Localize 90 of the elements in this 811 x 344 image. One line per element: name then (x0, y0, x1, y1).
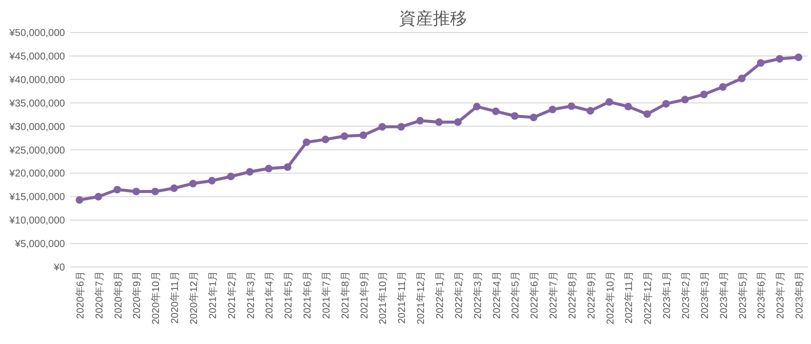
y-tick-label: ¥45,000,000 (8, 51, 66, 62)
point (435, 118, 443, 126)
point (208, 176, 216, 185)
point (170, 184, 178, 192)
x-tick-label: 2022年4月 (490, 271, 503, 319)
point (360, 131, 368, 140)
x-tick-label: 2020年6月 (74, 271, 86, 319)
chart-title: 資産推移 (399, 9, 467, 28)
point (378, 122, 386, 131)
x-tick-label: 2022年3月 (472, 271, 484, 319)
point (568, 102, 576, 110)
point (756, 59, 764, 67)
x-tick-label: 2021年3月 (244, 271, 257, 319)
point (246, 168, 254, 176)
x-tick-label: 2021年5月 (282, 271, 295, 319)
x-tick-label: 2022年5月 (510, 271, 522, 319)
point (416, 116, 424, 124)
point (151, 188, 159, 196)
point (473, 102, 481, 110)
x-tick-label: 2023年4月 (718, 271, 730, 319)
point (227, 172, 235, 180)
point (76, 196, 84, 204)
x-tick-label: 2020年12月 (188, 271, 200, 324)
x-tick-label: 2021年9月 (358, 271, 370, 319)
x-tick-label: 2020年10月 (150, 271, 162, 324)
point (510, 112, 518, 120)
x-tick-label: 2021年7月 (320, 271, 332, 319)
y-tick-label: ¥40,000,000 (8, 74, 66, 86)
y-tick-label: ¥30,000,000 (8, 122, 66, 133)
y-tick-label: ¥15,000,000 (8, 192, 66, 204)
point (586, 107, 594, 115)
x-tick-label: 2023年5月 (736, 271, 749, 319)
y-tick-label: ¥20,000,000 (8, 168, 66, 180)
x-tick-label: 2023年2月 (680, 271, 692, 319)
point (548, 106, 556, 114)
x-tick-label: 2021年4月 (264, 271, 276, 319)
x-tick-label: 2022年7月 (548, 271, 560, 319)
x-tick-label: 2023年7月 (774, 271, 787, 319)
x-tick-label: 2022年12月 (642, 271, 654, 324)
x-tick-label: 2020年9月 (131, 271, 144, 319)
x-tick-label: 2022年8月 (566, 271, 578, 319)
x-tick-label: 2020年7月 (93, 271, 106, 319)
x-tick-label: 2021年11月 (396, 271, 408, 324)
x-tick-label: 2021年6月 (302, 271, 314, 319)
x-tick-label: 2022年1月 (434, 271, 446, 319)
point (719, 83, 727, 91)
x-tick-label: 2023年6月 (756, 271, 768, 319)
point (606, 98, 614, 106)
point (454, 118, 462, 126)
point (624, 102, 632, 110)
x-tick-label: 2022年10月 (604, 271, 616, 324)
x-tick-label: 2020年8月 (112, 271, 124, 319)
point (776, 54, 784, 63)
point (94, 192, 102, 200)
point (662, 100, 670, 108)
x-tick-label: 2020年11月 (169, 271, 182, 324)
x-tick-label: 2021年8月 (339, 271, 352, 319)
x-tick-label: 2021年2月 (226, 271, 238, 319)
point (114, 186, 122, 194)
point (322, 136, 330, 144)
x-tick-label: 2021年12月 (415, 271, 428, 324)
point (643, 110, 651, 118)
x-tick-label: 2021年10月 (377, 271, 390, 324)
y-tick-label: ¥5,000,000 (14, 239, 66, 250)
point (794, 54, 802, 62)
point (284, 163, 292, 171)
x-tick-label: 2022年6月 (528, 271, 541, 319)
y-tick-label: ¥50,000,000 (8, 28, 66, 39)
x-tick-label: 2023年8月 (794, 271, 806, 319)
point (264, 164, 272, 172)
x-tick-label: 2023年1月 (661, 271, 674, 319)
point (397, 122, 405, 131)
x-tick-label: 2022年11月 (623, 271, 636, 324)
y-tick-label: ¥10,000,000 (8, 216, 66, 227)
x-tick-label: 2023年3月 (698, 271, 711, 319)
point (492, 107, 500, 116)
point (132, 188, 140, 196)
y-tick-label: ¥35,000,000 (8, 98, 66, 110)
x-tick-label: 2021年1月 (206, 271, 219, 319)
point (681, 96, 689, 104)
y-tick-label: ¥25,000,000 (8, 145, 66, 156)
y-tick-label: ¥0 (52, 262, 66, 274)
point (530, 114, 538, 122)
point (302, 138, 310, 146)
x-tick-label: 2022年9月 (585, 271, 598, 319)
point (738, 74, 746, 82)
point (700, 90, 708, 98)
x-tick-label: 2022年2月 (452, 271, 465, 319)
point (189, 180, 197, 188)
point (340, 132, 348, 140)
